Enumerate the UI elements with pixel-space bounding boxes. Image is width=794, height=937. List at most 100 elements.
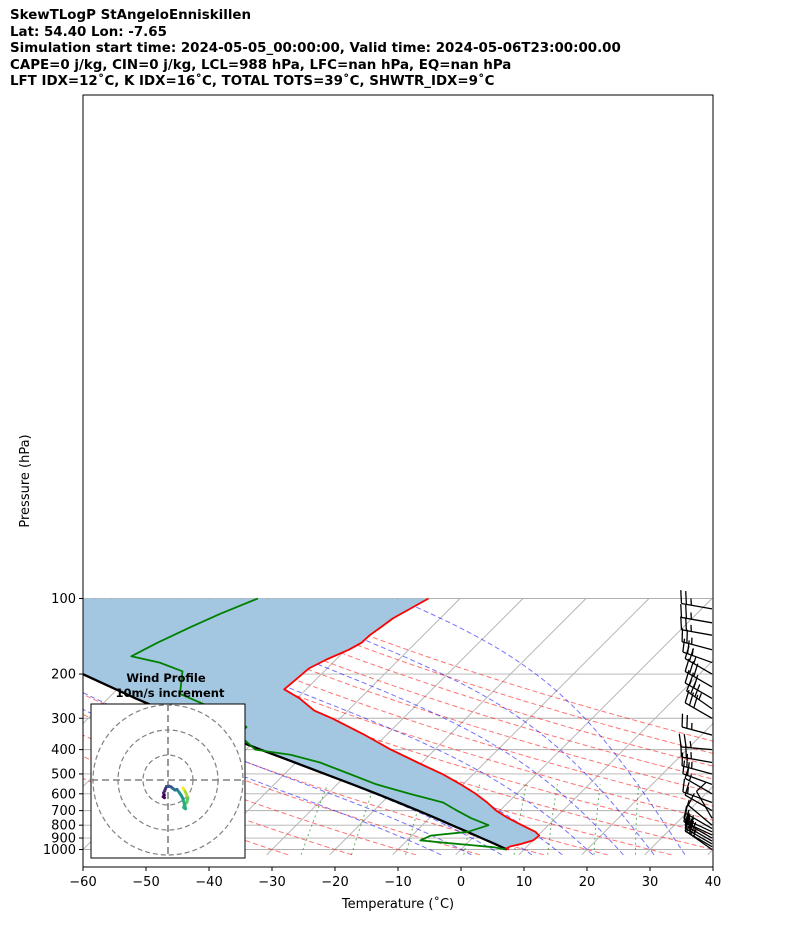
wind-barb-feather [680, 590, 683, 604]
wind-barb-shaft [684, 827, 713, 845]
dry-adiabat-line [83, 600, 713, 821]
dry-adiabat-line [273, 598, 713, 742]
x-tick-label: 0 [457, 875, 465, 890]
y-tick-label: 300 [51, 712, 76, 727]
hodograph-plot [91, 704, 245, 858]
temperature-profile-line [283, 597, 541, 851]
wind-barb-feather [684, 800, 690, 814]
y-tick-label: 100 [51, 592, 76, 607]
isotherm-line [644, 785, 713, 856]
stability-indices-line: LFT IDX=12˚C, K IDX=16˚C, TOTAL TOTS=39˚… [10, 74, 495, 89]
wind-barb-shaft [681, 756, 713, 764]
mixing-ratio-line [405, 784, 426, 855]
wind-barb-shaft [681, 616, 713, 624]
wind-barb-shaft [684, 777, 713, 795]
x-axis: −60 −50 −40 −30 −20 −10 0 10 20 30 40 [69, 867, 721, 890]
wind-barb-shaft [684, 670, 713, 688]
y-tick-label: 700 [51, 804, 76, 819]
wind-barb [684, 669, 713, 699]
wind-barb [680, 604, 713, 624]
moist-adiabat-line [83, 708, 442, 856]
wind-barb-shaft [681, 629, 713, 636]
wind-barb [695, 781, 713, 819]
wind-barb-shaft [682, 791, 713, 804]
mixing-ratio-line [593, 784, 601, 855]
x-tick-label: −10 [384, 875, 411, 890]
wind-barb-shaft [684, 812, 713, 830]
wind-barb-feather [682, 638, 686, 653]
wind-barb [681, 752, 713, 775]
wind-barb-shaft [687, 804, 713, 826]
wind-barb-shaft [681, 746, 713, 751]
wind-barb-feather [678, 733, 682, 748]
wind-barb [682, 760, 713, 785]
wind-barb [684, 800, 713, 830]
y-tick-label: 900 [51, 832, 76, 847]
moist-adiabat-line [83, 692, 472, 856]
wind-barb-shaft [682, 773, 713, 785]
wind-barb-feather [682, 760, 686, 774]
wind-barb-shaft [683, 821, 713, 836]
y-tick-label: 500 [51, 767, 76, 782]
x-tick-label: −40 [195, 875, 222, 890]
hodograph-title: Wind Profile [126, 671, 206, 685]
wind-barb-feather [680, 616, 683, 630]
dewpoint-profile-line [130, 597, 506, 851]
isotherm-line [707, 848, 713, 856]
wind-barb-shaft [681, 765, 713, 775]
convective-params-line: CAPE=0 j/kg, CIN=0 j/kg, LCL=988 hPa, LF… [10, 57, 512, 73]
wind-barb-shaft [682, 651, 713, 664]
wind-barb-half-feather [688, 774, 693, 782]
wind-barb [681, 713, 713, 736]
x-tick-label: 30 [642, 875, 659, 890]
isotherm-line [0, 599, 19, 855]
wind-barb-feather [693, 674, 699, 689]
wind-barb-half-feather [698, 693, 702, 700]
location-line: Lat: 54.40 Lon: -7.65 [10, 24, 167, 40]
wind-barb-feather [688, 672, 695, 686]
wind-barb-feather [682, 778, 686, 793]
wind-barb-half-feather [689, 741, 692, 748]
dry-adiabat-line [110, 598, 713, 807]
x-tick-label: 40 [705, 875, 722, 890]
y-tick-label: 1000 [43, 843, 76, 858]
wind-barb-shaft [686, 690, 713, 710]
hodograph-subtitle: 10m/s increment [116, 686, 225, 700]
x-tick-label: −20 [321, 875, 348, 890]
isotherm-line [329, 598, 587, 856]
simulation-time-line: Simulation start time: 2024-05-05_00:00:… [10, 41, 621, 56]
mixing-ratio-line [300, 784, 329, 855]
x-tick-label: 20 [579, 875, 596, 890]
x-tick-label: −50 [132, 875, 159, 890]
wind-barb [680, 590, 713, 610]
wind-barb-feather [684, 809, 690, 823]
mixing-ratio-line [547, 784, 558, 855]
wind-barb-shaft [684, 794, 713, 812]
moist-adiabat-line [93, 598, 594, 856]
moist-adiabat-line [396, 598, 686, 856]
wind-barb-shaft [681, 602, 713, 610]
mixing-ratio-line [635, 784, 640, 855]
wind-barb [678, 733, 713, 751]
wind-barb-shaft [684, 657, 713, 675]
wind-barb-half-feather [686, 786, 690, 794]
hodograph-segment [161, 795, 166, 800]
wind-barb [680, 616, 713, 636]
wind-barb-feather [685, 591, 688, 605]
wind-barb-feather [696, 781, 707, 792]
x-tick-label: −60 [69, 875, 96, 890]
y-tick-label: 600 [51, 787, 76, 802]
wind-barb [682, 778, 713, 804]
wind-barb-shaft [684, 682, 713, 699]
mixing-ratio-line [513, 784, 527, 855]
parcel-profile-line [83, 672, 508, 851]
chart-title: SkewTLogP StAngeloEnniskillen [10, 8, 252, 23]
wind-barb-shaft [684, 702, 713, 719]
hodograph: Wind Profile 10m/s increment [90, 671, 246, 859]
wind-barb-shaft [683, 818, 713, 833]
wind-barb-feather [686, 762, 690, 776]
cin-shading [83, 598, 540, 850]
wind-barb-shaft [681, 726, 713, 736]
